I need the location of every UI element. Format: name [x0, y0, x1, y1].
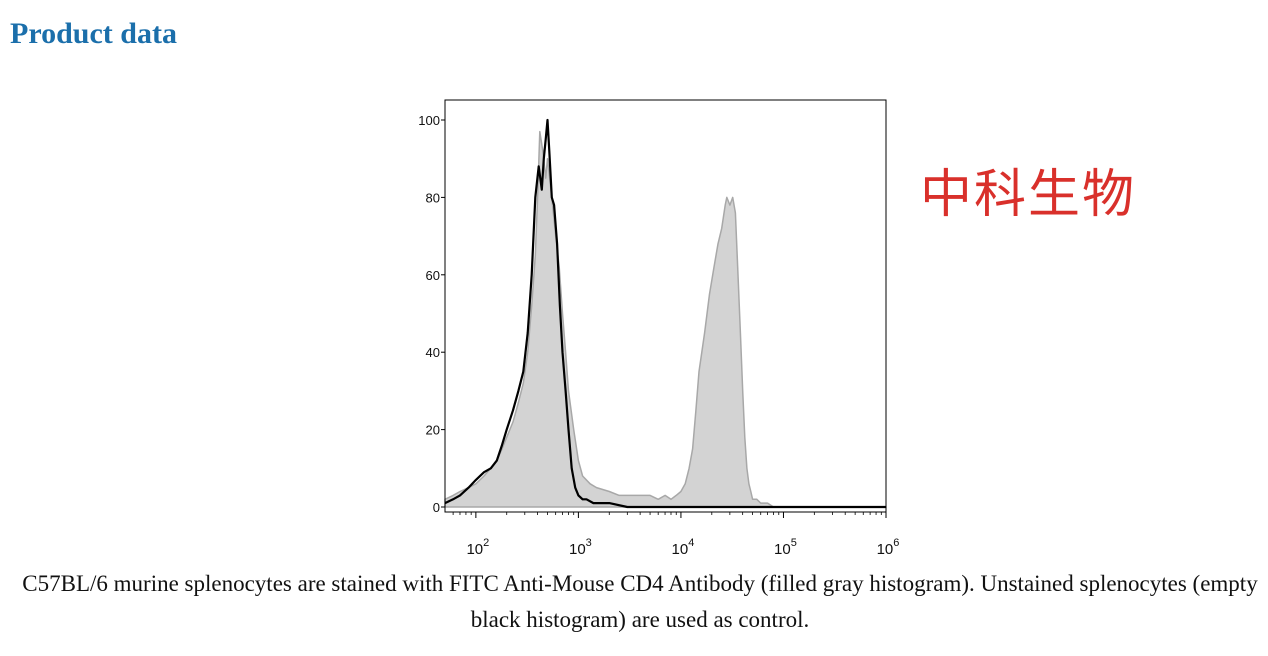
series-layer	[444, 118, 887, 509]
x-tick-label: 106	[877, 537, 900, 558]
x-tick-label: 104	[672, 537, 695, 558]
control-histogram-line	[444, 118, 886, 509]
x-tick-label: 102	[466, 537, 489, 558]
y-tick-label: 60	[426, 268, 440, 283]
y-tick-label: 20	[426, 423, 440, 438]
y-tick-label: 0	[433, 500, 440, 515]
stained-histogram-fill	[444, 130, 887, 508]
plot-frame	[444, 99, 887, 513]
y-axis-ticks: 0 20 40 60 80 100	[418, 113, 445, 515]
x-axis-ticks: 102 103 104 105 106	[452, 512, 900, 558]
x-tick-label: 103	[569, 537, 592, 558]
y-tick-label: 100	[418, 113, 440, 128]
figure-caption: C57BL/6 murine splenocytes are stained w…	[22, 571, 1258, 632]
x-tick-label: 105	[774, 537, 797, 558]
y-tick-label: 80	[426, 190, 440, 205]
section-title: Product data	[10, 17, 177, 50]
y-tick-label: 40	[426, 345, 440, 360]
watermark-text: 中科生物	[920, 165, 1137, 225]
